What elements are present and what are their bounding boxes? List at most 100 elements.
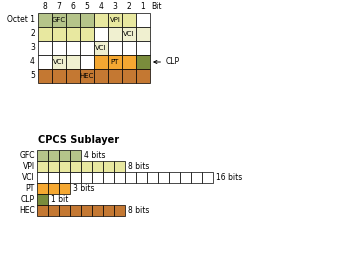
Text: GFC: GFC bbox=[19, 151, 35, 160]
Bar bbox=[52, 69, 66, 83]
Text: PT: PT bbox=[111, 59, 119, 65]
Text: 16 bits: 16 bits bbox=[216, 173, 242, 182]
Bar bbox=[70, 205, 81, 216]
Bar bbox=[136, 41, 150, 55]
Bar bbox=[48, 205, 59, 216]
Bar bbox=[80, 55, 94, 69]
Bar bbox=[59, 172, 70, 183]
Bar bbox=[37, 150, 48, 161]
Text: 6: 6 bbox=[71, 2, 75, 11]
Bar bbox=[59, 183, 70, 194]
Text: HEC: HEC bbox=[80, 73, 94, 79]
Bar bbox=[108, 27, 122, 41]
Bar bbox=[80, 69, 94, 83]
Bar bbox=[48, 183, 59, 194]
Bar bbox=[38, 13, 52, 27]
Bar bbox=[37, 194, 48, 205]
Bar bbox=[114, 205, 125, 216]
Text: VCI: VCI bbox=[95, 45, 107, 51]
Bar bbox=[114, 172, 125, 183]
Text: 4: 4 bbox=[30, 58, 35, 67]
Text: 8: 8 bbox=[43, 2, 47, 11]
Bar bbox=[103, 161, 114, 172]
Bar bbox=[122, 41, 136, 55]
Bar bbox=[80, 27, 94, 41]
Text: 1 bit: 1 bit bbox=[51, 195, 68, 204]
Text: Octet 1: Octet 1 bbox=[7, 15, 35, 25]
Text: 3: 3 bbox=[30, 44, 35, 52]
Bar bbox=[37, 161, 48, 172]
Bar bbox=[114, 161, 125, 172]
Bar bbox=[94, 13, 108, 27]
Text: VPI: VPI bbox=[23, 162, 35, 171]
Bar bbox=[125, 172, 136, 183]
Text: 8 bits: 8 bits bbox=[128, 206, 149, 215]
Bar bbox=[66, 41, 80, 55]
Bar bbox=[48, 172, 59, 183]
Text: 2: 2 bbox=[30, 29, 35, 38]
Bar bbox=[92, 161, 103, 172]
Text: 1: 1 bbox=[141, 2, 145, 11]
Bar bbox=[136, 27, 150, 41]
Bar bbox=[38, 55, 52, 69]
Bar bbox=[92, 205, 103, 216]
Text: 3 bits: 3 bits bbox=[73, 184, 94, 193]
Text: HEC: HEC bbox=[19, 206, 35, 215]
Bar bbox=[180, 172, 191, 183]
Bar bbox=[169, 172, 180, 183]
Text: 4 bits: 4 bits bbox=[84, 151, 106, 160]
Text: 3: 3 bbox=[113, 2, 117, 11]
Text: 7: 7 bbox=[57, 2, 61, 11]
Bar bbox=[38, 41, 52, 55]
Bar bbox=[94, 27, 108, 41]
Bar bbox=[52, 55, 66, 69]
Text: 8 bits: 8 bits bbox=[128, 162, 149, 171]
Bar bbox=[94, 55, 108, 69]
Bar bbox=[136, 172, 147, 183]
Bar bbox=[191, 172, 202, 183]
Bar bbox=[147, 172, 158, 183]
Text: VCI: VCI bbox=[53, 59, 65, 65]
Bar bbox=[37, 205, 48, 216]
Text: 4: 4 bbox=[99, 2, 103, 11]
Bar bbox=[136, 69, 150, 83]
Bar bbox=[66, 55, 80, 69]
Bar bbox=[122, 27, 136, 41]
Bar bbox=[66, 13, 80, 27]
Bar bbox=[66, 69, 80, 83]
Bar bbox=[158, 172, 169, 183]
Bar bbox=[70, 150, 81, 161]
Bar bbox=[122, 69, 136, 83]
Bar bbox=[52, 41, 66, 55]
Bar bbox=[37, 172, 48, 183]
Bar bbox=[66, 27, 80, 41]
Bar bbox=[80, 41, 94, 55]
Text: GFC: GFC bbox=[52, 17, 66, 23]
Bar bbox=[136, 55, 150, 69]
Text: CPCS Sublayer: CPCS Sublayer bbox=[38, 135, 119, 145]
Bar bbox=[48, 150, 59, 161]
Bar bbox=[59, 161, 70, 172]
Bar bbox=[108, 13, 122, 27]
Text: 2: 2 bbox=[127, 2, 131, 11]
Bar bbox=[52, 13, 66, 27]
Bar bbox=[80, 13, 94, 27]
Text: CLP: CLP bbox=[21, 195, 35, 204]
Bar bbox=[38, 27, 52, 41]
Text: 5: 5 bbox=[30, 71, 35, 80]
Bar bbox=[122, 55, 136, 69]
Bar bbox=[81, 161, 92, 172]
Bar bbox=[70, 161, 81, 172]
Text: VCI: VCI bbox=[123, 31, 135, 37]
Text: 5: 5 bbox=[85, 2, 89, 11]
Bar bbox=[59, 150, 70, 161]
Bar bbox=[59, 205, 70, 216]
Bar bbox=[108, 55, 122, 69]
Bar bbox=[48, 161, 59, 172]
Bar bbox=[122, 13, 136, 27]
Bar bbox=[70, 172, 81, 183]
Bar bbox=[108, 41, 122, 55]
Bar bbox=[52, 27, 66, 41]
Bar bbox=[94, 69, 108, 83]
Bar bbox=[136, 13, 150, 27]
